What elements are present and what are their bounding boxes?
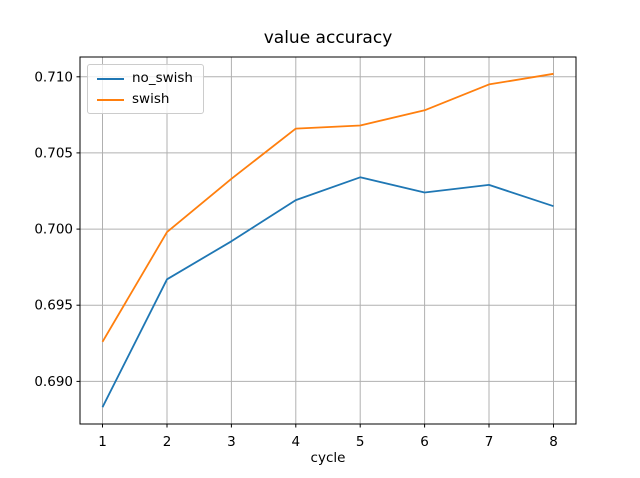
legend-line-sample-swish: [97, 98, 124, 101]
legend-entry-swish: swish: [97, 91, 193, 108]
x-tick-label: 8: [549, 434, 558, 450]
y-tick-label: 0.700: [34, 222, 73, 238]
x-tick-label: 4: [292, 434, 301, 450]
y-tick-label: 0.695: [34, 298, 73, 314]
x-tick-label: 3: [227, 434, 236, 450]
x-tick-label: 5: [356, 434, 365, 450]
x-tick-label: 2: [163, 434, 172, 450]
y-tick-label: 0.690: [34, 374, 73, 390]
series-line-no_swish: [101, 176, 554, 408]
series-line-swish: [101, 72, 554, 343]
legend: no_swish swish: [87, 64, 204, 114]
plot-frame: [79, 56, 577, 425]
legend-entry-no-swish: no_swish: [97, 70, 193, 87]
x-tick-label: 1: [98, 434, 107, 450]
legend-line-sample-no-swish: [97, 77, 124, 80]
x-axis-label: cycle: [310, 450, 346, 466]
chart-title: value accuracy: [263, 28, 393, 48]
y-tick-label: 0.710: [34, 69, 73, 85]
x-tick-label: 7: [485, 434, 494, 450]
legend-label-swish: swish: [132, 91, 170, 107]
legend-label-no-swish: no_swish: [132, 70, 193, 86]
x-tick-label: 6: [420, 434, 429, 450]
y-tick-label: 0.705: [34, 145, 73, 161]
